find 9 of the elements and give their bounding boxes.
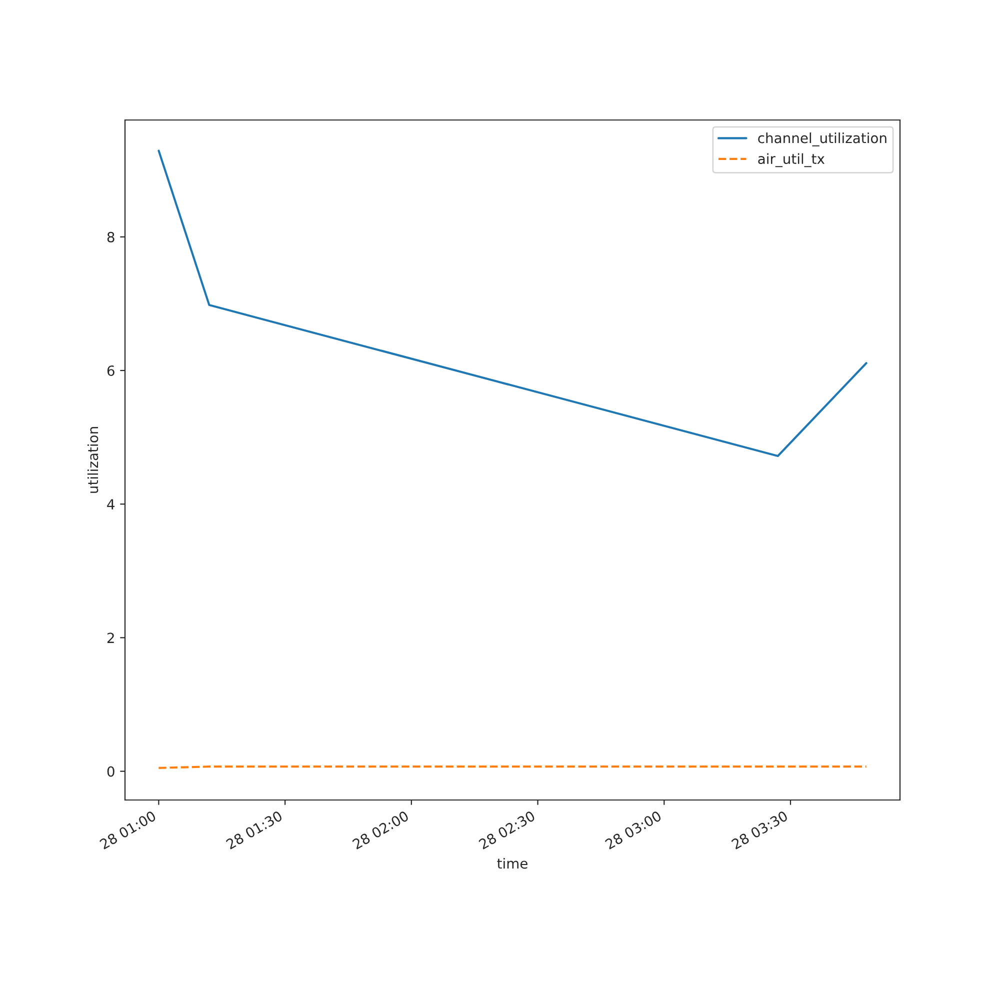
y-tick-label: 8 (107, 232, 114, 242)
y-tick-label: 4 (107, 499, 114, 510)
y-tick-label: 6 (107, 365, 114, 376)
legend-label: channel_utilization (758, 132, 886, 146)
legend-label: air_util_tx (758, 153, 825, 168)
x-axis-title: time (497, 858, 528, 869)
y-tick-label: 0 (107, 766, 114, 777)
y-axis-title: utilization (87, 427, 98, 493)
y-tick-label: 2 (107, 632, 114, 643)
